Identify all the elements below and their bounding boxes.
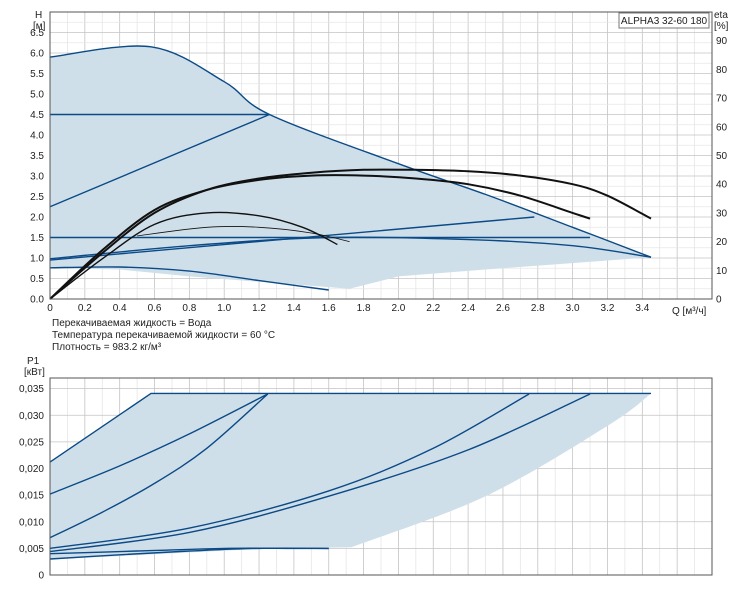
y2-axis-unit: [%] [714,21,729,32]
x-tick-label: 2.2 [426,303,440,314]
y-tick-label: 3.5 [30,151,44,162]
y-tick-label: 2.0 [30,213,44,224]
x-tick-label: 0.4 [113,303,127,314]
y2-tick-label: 70 [716,94,728,105]
y-tick-label: 5.5 [30,69,44,80]
y2-tick-label: 60 [716,122,728,133]
p1-axis-label: P1 [27,356,40,367]
x-tick-label: 1.6 [322,303,336,314]
x-tick-label: 2.8 [531,303,545,314]
p1-y-tick-label: 0,030 [19,411,44,422]
y2-axis-label: eta [714,10,728,21]
p1-curve-1 [49,393,269,495]
x-tick-label: 0.8 [182,303,196,314]
p1-y-tick-label: 0,020 [19,464,44,475]
h-curve-2 [49,113,270,208]
p1-y-tick-label: 0 [38,571,44,582]
x-tick-label: 1.4 [287,303,301,314]
y-tick-label: 3.0 [30,172,44,183]
y-tick-label: 0.5 [30,274,44,285]
p1-frame [49,377,713,576]
y2-tick-label: 50 [716,151,728,162]
legend-box [618,12,710,29]
y-axis-unit: [м] [33,21,46,32]
y2-tick-label: 40 [716,180,728,191]
p1-y-tick-label: 0,025 [19,437,44,448]
x-tick-label: 3.2 [601,303,615,314]
eta-curve-0 [49,168,652,300]
y-axis-label: H [35,10,42,21]
p1-operating-area [50,393,652,560]
y-tick-label: 1.0 [30,254,44,265]
y-tick-label: 6.0 [30,49,44,60]
h-curve-5 [49,236,652,260]
y2-tick-label: 0 [716,295,722,306]
x-tick-label: 1.8 [357,303,371,314]
fluid-note-0: Перекачиваемая жидкость = Вода [52,318,212,329]
x-tick-label: 1.0 [217,303,231,314]
x-tick-label: 2.0 [391,303,405,314]
y-tick-label: 4.0 [30,131,44,142]
p1-y-tick-label: 0,015 [19,491,44,502]
h-curve-0 [49,45,652,258]
x-tick-label: 3.0 [566,303,580,314]
p1-curve-4 [49,393,591,553]
y2-tick-label: 20 [716,237,728,248]
x-tick-label: 2.6 [496,303,510,314]
legend-model-name: ALPHA3 32-60 180 [621,16,708,27]
p1-curve-0 [49,392,651,463]
y-tick-label: 1.5 [30,233,44,244]
x-tick-label: 2.4 [461,303,475,314]
p1-curve-6 [49,547,329,560]
p1-y-tick-label: 0,035 [19,384,44,395]
eta-curve-2 [49,211,338,300]
y2-tick-label: 30 [716,208,728,219]
fluid-note-1: Температура перекачиваемой жидкости = 60… [52,330,275,341]
y-tick-label: 4.5 [30,110,44,121]
y2-tick-label: 90 [716,36,728,47]
x-tick-label: 1.2 [252,303,266,314]
x-tick-label: 0.2 [78,303,92,314]
x-tick-label: 3.4 [635,303,649,314]
eta-curve-3 [137,225,350,242]
p1-curve-2 [49,393,269,539]
y-tick-label: 0.0 [30,295,44,306]
p1-curve-3 [49,393,530,550]
h-frame [49,11,713,300]
p1-y-tick-label: 0,010 [19,517,44,528]
y2-tick-label: 80 [716,65,728,76]
y-tick-label: 5.0 [30,90,44,101]
y-tick-label: 2.5 [30,192,44,203]
p1-axis-unit: [кВт] [24,367,45,378]
x-tick-label: 0.6 [148,303,162,314]
x-axis-label: Q [м³/ч] [672,306,707,317]
y2-tick-label: 10 [716,266,728,277]
p1-y-tick-label: 0,005 [19,544,44,555]
eta-curve-1 [49,174,591,300]
x-tick-label: 0 [47,303,53,314]
fluid-note-2: Плотность = 983.2 кг/м³ [52,342,162,353]
y-tick-label: 6.5 [30,28,44,39]
h-curve-6 [49,266,329,291]
